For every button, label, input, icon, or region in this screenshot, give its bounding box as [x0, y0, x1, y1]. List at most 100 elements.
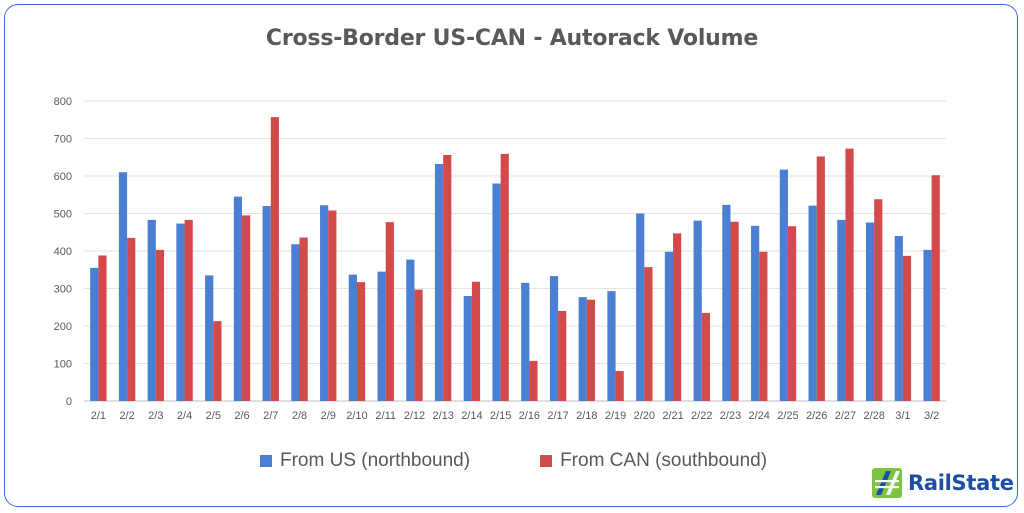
bar-northbound — [320, 205, 329, 401]
legend-label-northbound: From US (northbound) — [280, 450, 471, 471]
x-tick-label: 2/5 — [206, 410, 221, 422]
x-tick-label: 2/24 — [749, 410, 770, 422]
y-tick-label: 0 — [66, 396, 72, 408]
x-tick-label: 2/2 — [119, 410, 134, 422]
bar-northbound — [693, 220, 702, 401]
x-tick-label: 2/20 — [634, 410, 655, 422]
bar-southbound — [874, 199, 883, 401]
bar-southbound — [787, 226, 797, 401]
bar-northbound — [90, 267, 99, 401]
x-tick-label: 3/2 — [924, 410, 939, 422]
x-tick-label: 2/28 — [863, 410, 884, 422]
bar-southbound — [816, 156, 825, 401]
x-tick-label: 2/12 — [404, 410, 425, 422]
bar-northbound — [808, 205, 817, 401]
bar-northbound — [549, 276, 559, 401]
bar-northbound — [722, 204, 731, 401]
bar-southbound — [529, 360, 538, 401]
bar-southbound — [500, 153, 509, 401]
y-tick-label: 300 — [54, 284, 72, 296]
bar-northbound — [291, 244, 300, 401]
bar-southbound — [443, 155, 452, 401]
x-tick-label: 2/14 — [461, 410, 482, 422]
bar-southbound — [615, 371, 624, 401]
bar-northbound — [837, 219, 846, 401]
x-tick-label: 2/10 — [346, 410, 367, 422]
legend-label-southbound: From CAN (southbound) — [560, 450, 768, 471]
x-tick-label: 2/6 — [234, 410, 249, 422]
x-tick-label: 2/19 — [605, 410, 626, 422]
x-tick-label: 2/9 — [321, 410, 336, 422]
x-tick-label: 2/27 — [835, 410, 856, 422]
bar-northbound — [147, 219, 156, 401]
x-tick-label: 2/18 — [576, 410, 597, 422]
bar-northbound — [118, 172, 128, 401]
x-tick-label: 2/16 — [519, 410, 540, 422]
bar-southbound — [155, 249, 165, 401]
bar-southbound — [385, 222, 394, 401]
x-tick-label: 2/23 — [720, 410, 741, 422]
bar-southbound — [213, 321, 222, 401]
bar-northbound — [894, 236, 903, 401]
bar-northbound — [262, 206, 271, 401]
bar-northbound — [348, 274, 357, 401]
legend-swatch-southbound — [540, 455, 553, 467]
bar-northbound — [779, 169, 788, 401]
bar-northbound — [463, 296, 472, 401]
bar-southbound — [845, 148, 854, 401]
bar-southbound — [931, 175, 940, 401]
bar-southbound — [673, 233, 682, 401]
x-tick-label: 2/26 — [806, 410, 827, 422]
chart-title: Cross-Border US-CAN - Autorack Volume — [265, 26, 759, 51]
bar-southbound — [98, 255, 107, 401]
y-tick-label: 200 — [54, 321, 72, 333]
legend: From US (northbound) From CAN (southboun… — [260, 450, 767, 472]
bar-southbound — [328, 210, 337, 401]
bar-southbound — [902, 255, 912, 401]
bar-southbound — [586, 299, 596, 401]
x-tick-label: 2/4 — [177, 410, 192, 422]
bar-southbound — [184, 219, 193, 401]
y-tick-label: 600 — [54, 171, 72, 183]
bar-northbound — [664, 251, 674, 401]
bar-southbound — [242, 215, 251, 401]
y-tick-label: 500 — [54, 209, 72, 221]
bar-southbound — [644, 267, 653, 401]
y-tick-label: 100 — [54, 359, 72, 371]
x-tick-label: 2/13 — [432, 410, 453, 422]
x-tick-label: 2/15 — [490, 410, 511, 422]
x-tick-label: 2/11 — [375, 410, 396, 422]
x-tick-label: 2/3 — [148, 410, 163, 422]
railstate-logo-text: RailState — [908, 471, 1014, 495]
legend-swatch-northbound — [260, 455, 272, 467]
bar-northbound — [205, 275, 214, 401]
legend-item-southbound: From CAN (southbound) — [540, 450, 767, 472]
bar-northbound — [377, 271, 386, 401]
bar-southbound — [127, 237, 136, 401]
bar-southbound — [701, 312, 710, 401]
bar-southbound — [558, 311, 567, 401]
x-tick-label: 2/1 — [91, 410, 106, 422]
bar-southbound — [471, 281, 481, 401]
bar-northbound — [607, 291, 616, 401]
y-tick-label: 400 — [54, 246, 72, 258]
bar-northbound — [923, 249, 932, 401]
bar-northbound — [636, 213, 645, 401]
railstate-logo: RailState — [872, 468, 1014, 498]
bar-northbound — [434, 164, 444, 401]
bar-southbound — [299, 237, 308, 401]
bar-southbound — [270, 117, 279, 401]
bar-southbound — [414, 289, 423, 401]
x-tick-label: 2/17 — [547, 410, 568, 422]
x-tick-label: 2/8 — [292, 410, 307, 422]
bar-southbound — [356, 282, 366, 401]
x-tick-label: 3/1 — [895, 410, 910, 422]
bar-northbound — [492, 183, 501, 401]
bar-northbound — [233, 196, 243, 401]
bar-southbound — [730, 221, 739, 401]
y-tick-label: 700 — [54, 134, 72, 146]
x-tick-label: 2/21 — [662, 410, 683, 422]
y-tick-label: 800 — [54, 96, 72, 108]
bar-northbound — [578, 297, 587, 401]
